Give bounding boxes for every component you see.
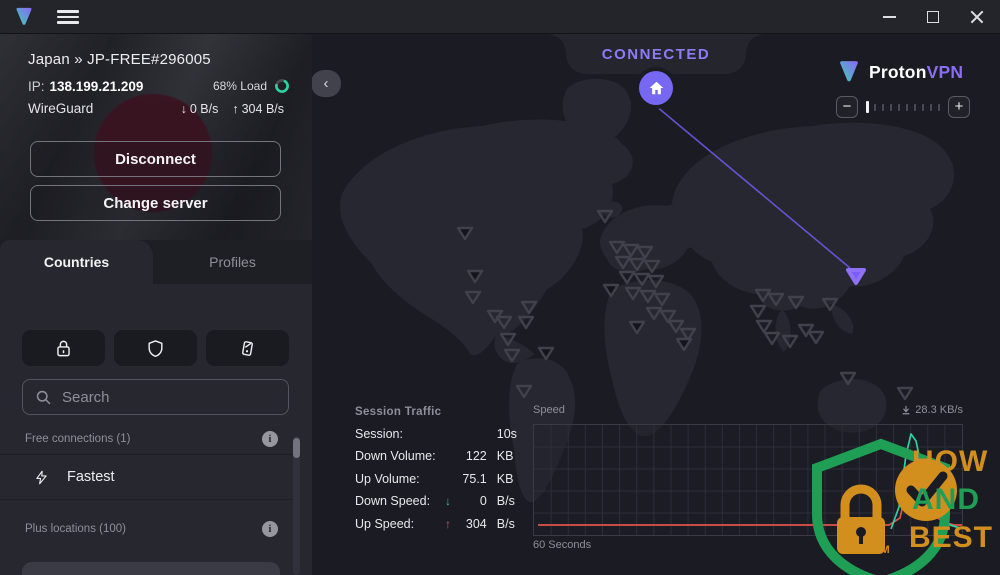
speed-peak-label: 28.3 KB/s: [312, 404, 963, 416]
zoom-in-button[interactable]: +: [948, 96, 970, 118]
server-list-scrollbar[interactable]: [293, 436, 300, 575]
search-icon: [36, 390, 51, 404]
close-icon: [970, 10, 984, 24]
tab-profiles[interactable]: Profiles: [209, 254, 256, 270]
load-ring-icon: [275, 79, 289, 93]
map-area: ‹ CONNECTED ProtonVPN −: [311, 34, 1000, 575]
connected-server-marker[interactable]: [846, 268, 866, 285]
netshield-filter-button[interactable]: [114, 330, 197, 366]
up-arrow-icon: ↑: [445, 516, 451, 531]
vpn-plus-upsell-banner[interactable]: Get worldwide coverage with VPN Plus ›: [22, 562, 280, 575]
server-markers: [456, 209, 914, 401]
session-row: Session: 10s: [355, 426, 517, 441]
down-arrow-icon: ↓: [180, 101, 187, 116]
shield-icon: [148, 339, 163, 357]
ip-address: 138.199.21.209: [49, 78, 144, 94]
connection-status-banner: CONNECTED: [548, 34, 764, 74]
lightning-bolt-icon: [36, 470, 47, 484]
up-arrow-icon: ↑: [232, 101, 239, 116]
minus-icon: −: [842, 98, 852, 115]
session-traffic-panel: Session Traffic Session: 10s Down Volume…: [355, 406, 525, 531]
speed-chart-title: Speed: [533, 404, 565, 416]
lock-icon: [57, 340, 70, 356]
connection-status-text: CONNECTED: [601, 45, 711, 63]
info-icon[interactable]: i: [262, 521, 278, 537]
plus-icon: +: [954, 98, 964, 115]
secure-core-filter-button[interactable]: [22, 330, 105, 366]
titlebar: [0, 0, 1000, 34]
menu-button[interactable]: [57, 10, 79, 24]
protonvpn-logo: ProtonVPN: [836, 59, 963, 85]
tor-filter-button[interactable]: [206, 330, 289, 366]
sidebar: Japan » JP-FREE#296005 IP: 138.199.21.20…: [0, 34, 312, 575]
home-icon: [649, 81, 663, 95]
chevron-left-icon: ‹: [323, 75, 329, 92]
tor-icon: [242, 340, 253, 356]
countries-panel: Free connections (1) i Fastest Plus loca…: [0, 284, 312, 575]
change-server-button[interactable]: Change server: [30, 185, 281, 221]
info-icon[interactable]: i: [262, 431, 278, 447]
connection-line: [655, 105, 851, 269]
continents: [340, 78, 955, 503]
minimize-button[interactable]: [867, 0, 911, 34]
sidebar-tabs: Countries Profiles: [0, 240, 312, 284]
app-logo-icon: [16, 7, 32, 25]
plus-locations-section: Plus locations (100) i: [25, 521, 278, 537]
free-connections-label: Free connections (1): [25, 433, 131, 445]
server-name: Japan » JP-FREE#296005: [28, 51, 211, 68]
zoom-slider-thumb[interactable]: [866, 101, 869, 113]
up-speed-row: Up Speed: ↑ 304 B/s: [355, 516, 515, 531]
tab-countries[interactable]: Countries: [0, 240, 153, 284]
minimize-icon: [882, 16, 896, 18]
home-location-button[interactable]: [639, 71, 673, 105]
connection-header: Japan » JP-FREE#296005 IP: 138.199.21.20…: [0, 34, 312, 240]
search-input[interactable]: [62, 388, 276, 406]
fastest-server-item[interactable]: Fastest: [0, 454, 296, 500]
scrollbar-thumb[interactable]: [293, 438, 300, 458]
server-load: 68% Load: [212, 79, 267, 93]
map-zoom-control: − +: [836, 96, 970, 118]
session-traffic-title: Session Traffic: [355, 406, 442, 418]
down-arrow-icon: ↓: [445, 494, 451, 508]
fastest-label: Fastest: [67, 469, 115, 485]
brand-wordmark: ProtonVPN: [869, 61, 964, 82]
speed-chart-xlabel: 60 Seconds: [533, 539, 592, 551]
protonvpn-triangle-icon: [840, 61, 858, 82]
zoom-slider[interactable]: [864, 100, 942, 114]
download-icon: [902, 405, 910, 415]
sidebar-collapse-button[interactable]: ‹: [311, 70, 341, 97]
world-map: [340, 78, 955, 503]
maximize-button[interactable]: [911, 0, 955, 34]
down-speed-row: Down Speed: ↓ 0 B/s: [355, 494, 515, 508]
plus-locations-label: Plus locations (100): [25, 523, 126, 535]
maximize-icon: [927, 11, 939, 23]
search-box: [22, 379, 289, 415]
feature-filter-row: [22, 330, 289, 366]
protocol-name: WireGuard: [28, 101, 94, 116]
header-speeds: ↓ 0 B/s ↑ 304 B/s: [180, 101, 284, 116]
close-button[interactable]: [955, 0, 999, 34]
down-volume-row: Down Volume: 122 KB: [355, 449, 514, 463]
up-volume-row: Up Volume: 75.1 KB: [355, 471, 514, 486]
free-connections-section: Free connections (1) i: [25, 431, 278, 447]
zoom-out-button[interactable]: −: [836, 96, 858, 118]
disconnect-button[interactable]: Disconnect: [30, 141, 281, 177]
speed-chart: [533, 424, 963, 536]
ip-label: IP:: [28, 78, 45, 94]
